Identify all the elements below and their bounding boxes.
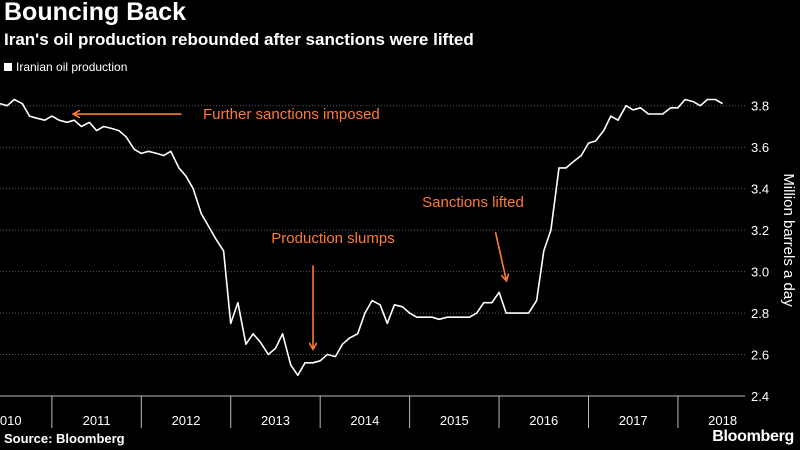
x-tick-label: 2010 (0, 413, 22, 428)
annotation-label: Production slumps (271, 230, 394, 247)
chart-subtitle: Iran's oil production rebounded after sa… (4, 30, 474, 49)
x-tick-label: 2012 (172, 413, 201, 428)
y-tick-label: 3.4 (751, 182, 769, 197)
annotation-label: Further sanctions imposed (203, 106, 380, 123)
x-tick-label: 2013 (261, 413, 290, 428)
y-tick-label: 3.6 (751, 140, 769, 155)
y-tick-label: 3.0 (751, 265, 769, 280)
y-tick-label: 3.8 (751, 99, 769, 114)
y-axis-label: Million barrels a day (780, 173, 797, 307)
x-tick-label: 2017 (619, 413, 648, 428)
y-tick-label: 3.2 (751, 223, 769, 238)
chart-legend: Iranian oil production (4, 60, 127, 74)
source-note: Source: Bloomberg (4, 431, 125, 446)
y-tick-label: 2.6 (751, 348, 769, 363)
x-tick-label: 2018 (708, 413, 737, 428)
annotation-label: Sanctions lifted (422, 194, 524, 211)
legend-swatch (4, 63, 12, 71)
chart-title: Bouncing Back (4, 0, 186, 26)
annotation-arrow (494, 232, 506, 280)
legend-label: Iranian oil production (16, 60, 128, 74)
x-tick-label: 2016 (529, 413, 558, 428)
x-tick-label: 2014 (350, 413, 379, 428)
series-line (0, 98, 724, 377)
y-tick-label: 2.4 (751, 389, 769, 404)
x-tick-label: 2015 (440, 413, 469, 428)
bloomberg-logo: Bloomberg (712, 428, 794, 445)
y-tick-label: 2.8 (751, 306, 769, 321)
x-tick-label: 2011 (83, 413, 111, 428)
